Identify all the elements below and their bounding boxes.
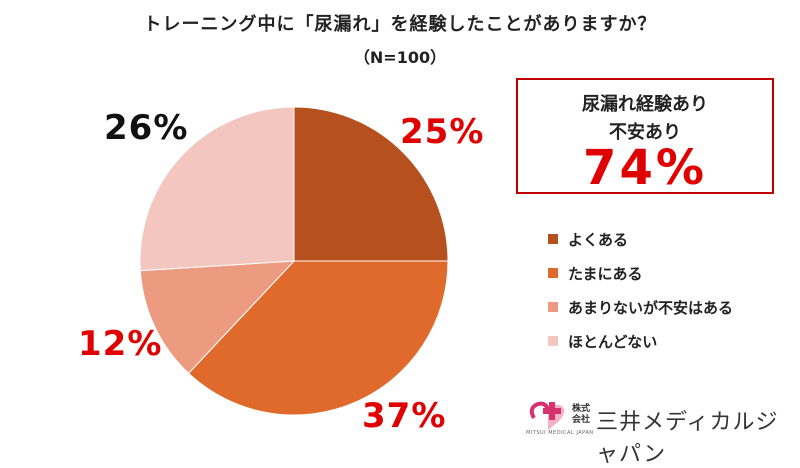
callout-value: 74% — [583, 140, 707, 196]
legend-swatch — [548, 336, 558, 346]
callout-box: 尿漏れ経験あり 不安あり 74% — [516, 78, 774, 194]
company-logo: 株式 会社 三井メディカルジャパン MITSUI MEDICAL JAPAN — [522, 396, 794, 467]
legend: よくある たまにある あまりないが不安はある ほとんどない — [548, 222, 733, 358]
pie-slice-1 — [187, 260, 449, 416]
pie-slice-0 — [293, 106, 449, 262]
slice-label-3: 26% — [104, 108, 189, 148]
chart-subtitle: （N=100） — [353, 48, 447, 67]
logo-small-text: MITSUI MEDICAL JAPAN — [526, 430, 594, 436]
legend-label: あまりないが不安はある — [568, 298, 734, 317]
pie-slice-2 — [139, 260, 296, 374]
chart-title: トレーニング中に「尿漏れ」を経験したことがありますか？ — [143, 14, 657, 35]
logo-kaisha: 株式 会社 — [572, 404, 591, 425]
pie-slice-3 — [139, 106, 295, 272]
logo-name: 三井メディカルジャパン — [596, 410, 779, 467]
legend-swatch — [548, 234, 558, 244]
legend-item: あまりないが不安はある — [548, 290, 733, 324]
legend-item: ほとんどない — [548, 324, 733, 358]
legend-item: たまにある — [548, 256, 733, 290]
slice-label-1: 37% — [362, 396, 447, 436]
callout-line2: 不安あり — [609, 122, 681, 143]
callout-line1: 尿漏れ経験あり — [582, 94, 708, 115]
cross-heart-icon — [529, 401, 565, 430]
legend-item: よくある — [548, 222, 733, 256]
legend-swatch — [548, 302, 558, 312]
slice-label-2: 12% — [78, 324, 163, 364]
legend-label: よくある — [568, 230, 629, 249]
legend-swatch — [548, 268, 558, 278]
slice-label-0: 25% — [400, 112, 485, 152]
legend-label: ほとんどない — [568, 332, 658, 351]
legend-label: たまにある — [568, 264, 643, 283]
pie-chart — [139, 106, 449, 416]
